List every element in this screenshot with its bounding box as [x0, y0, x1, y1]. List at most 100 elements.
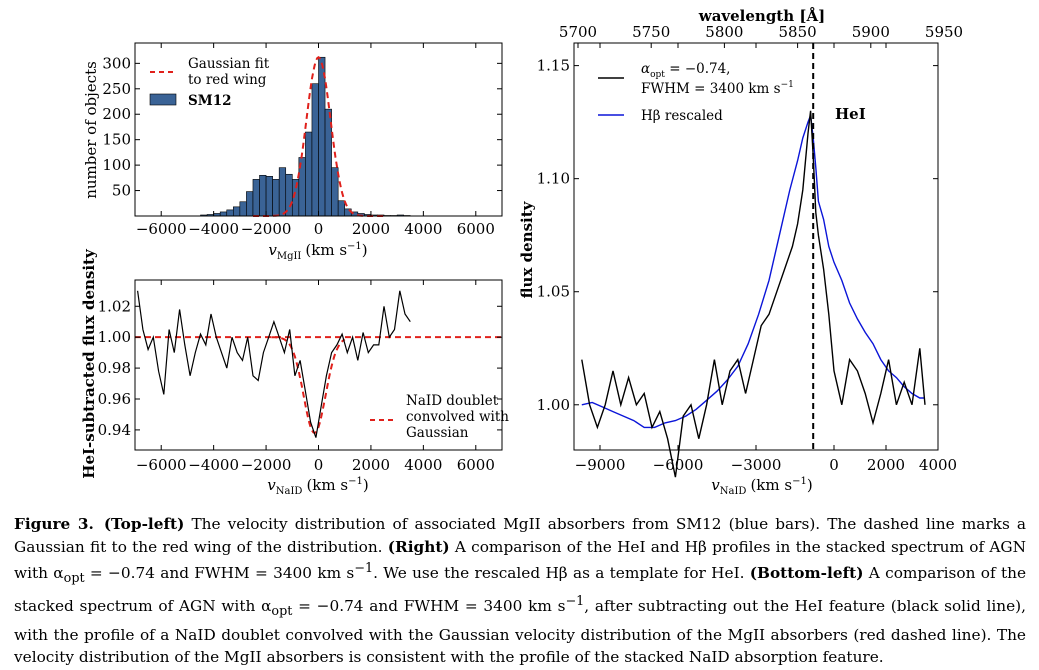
x-axis-label: vMgII (km s−1)	[268, 241, 367, 262]
x-tick-label: 0	[314, 220, 324, 238]
caption-right-tag: (Right)	[387, 537, 450, 556]
histogram-bar	[311, 83, 319, 217]
x-tick-label: 4000	[919, 456, 957, 474]
y-axis-label: number of objects	[82, 61, 100, 199]
caption-exp-3: −1	[565, 593, 585, 609]
figure-number: Figure 3.	[14, 515, 94, 533]
legend-alpha: αopt = −0.74,	[641, 61, 730, 80]
right-spectrum-panel: −9000 −6000 −3000 0 2000 4000 1.00 1.05 1.10 1.15…	[518, 7, 963, 497]
y-axis-label: HeI-subtracted flux density	[80, 248, 98, 479]
y-tick-label: 1.02	[98, 297, 131, 315]
top-x-tick-label: 5800	[705, 23, 743, 41]
x-axis-label: vNaID (km s−1)	[711, 476, 812, 497]
histogram-bar	[318, 56, 326, 217]
y-tick-label: 0.98	[98, 359, 131, 377]
legend-naid-line1: NaID doublet	[406, 393, 499, 409]
histogram-bar	[272, 179, 280, 217]
legend-hbeta: Hβ rescaled	[641, 108, 723, 124]
histogram-bar	[219, 211, 228, 217]
caption-text-3c: = −0.74 and FWHM = 3400 km s	[292, 597, 566, 616]
x-tick-label: −4000	[188, 456, 239, 474]
x-tick-label: 6000	[457, 456, 495, 474]
caption-exp-2: −1	[354, 561, 374, 577]
stacked-spectrum-line	[581, 110, 926, 478]
histogram-bar	[337, 200, 346, 217]
x-tick-label: −9000	[575, 456, 626, 474]
top-x-tick-label: 5950	[925, 23, 963, 41]
top-left-histogram-panel: −6000 −4000 −2000 0 2000 4000 6000 50 100 150 200 2…	[82, 42, 503, 262]
y-tick-label: 150	[102, 131, 131, 149]
x-tick-label: 4000	[404, 456, 442, 474]
histogram-bar	[305, 131, 313, 217]
legend-bar-swatch	[149, 93, 177, 106]
legend-gaussian-line2: to red wing	[188, 72, 267, 88]
x-tick-label: −2000	[241, 456, 292, 474]
y-axis-label: flux density	[518, 200, 536, 298]
caption-sub-2: opt	[63, 571, 85, 587]
axis-ticks: −6000 −4000 −2000 0 2000 4000 6000 50 100 150 200 2…	[102, 43, 502, 238]
histogram-bar	[265, 176, 273, 217]
y-tick-label: 300	[102, 54, 131, 72]
x-tick-label: 2000	[352, 220, 390, 238]
plot-frame	[573, 42, 939, 451]
histogram-bar	[239, 201, 247, 217]
histogram-bar	[331, 167, 339, 217]
caption-text-2c: = −0.74 and FWHM = 3400 km s	[84, 564, 355, 583]
naid-model-dip	[271, 336, 346, 435]
legend-naid-line2: convolved with	[406, 409, 509, 425]
caption-sub-3: opt	[271, 604, 293, 620]
caption-text-2d: . We use the rescaled Hβ as a template f…	[373, 564, 750, 583]
top-x-tick-label: 5850	[779, 23, 817, 41]
top-x-axis-label: wavelength [Å]	[698, 7, 825, 25]
top-x-tick-label: 5700	[559, 23, 597, 41]
x-tick-label: 2000	[352, 456, 390, 474]
y-tick-label: 1.00	[98, 328, 131, 346]
histogram-bar	[226, 209, 234, 217]
y-tick-label: 50	[112, 182, 131, 200]
histogram-bar	[252, 179, 260, 217]
legend-naid-line3: Gaussian	[406, 425, 469, 441]
y-tick-label: 100	[102, 156, 131, 174]
axis-ticks: −6000 −4000 −2000 0 2000 4000 6000 0.94 0.96 0.98…	[98, 280, 502, 474]
x-tick-label: 4000	[404, 220, 442, 238]
x-tick-label: 0	[314, 456, 324, 474]
histogram-bars	[200, 56, 411, 217]
hbeta-rescaled-line	[581, 115, 925, 429]
x-tick-label: −2000	[241, 220, 292, 238]
x-tick-label: −6000	[136, 456, 187, 474]
y-tick-label: 0.96	[98, 390, 131, 408]
y-tick-label: 200	[102, 105, 131, 123]
x-tick-label: 0	[829, 456, 839, 474]
histogram-bar	[246, 191, 254, 217]
caption-text-3: A comparison of the stacked spectrum of …	[14, 564, 1026, 616]
bottom-left-spectrum-panel: −6000 −4000 −2000 0 2000 4000 6000 0.94 0.96 0.98…	[80, 248, 509, 497]
y-tick-label: 1.10	[537, 170, 570, 188]
top-x-tick-label: 5900	[852, 23, 890, 41]
x-tick-label: −3000	[731, 456, 782, 474]
legend-fwhm: FWHM = 3400 km s−1	[641, 80, 794, 97]
y-tick-label: 1.00	[537, 396, 570, 414]
y-tick-label: 250	[102, 80, 131, 98]
legend-sm12: SM12	[188, 93, 231, 109]
x-tick-label: −6000	[653, 456, 704, 474]
x-tick-label: 6000	[457, 220, 495, 238]
axis-ticks: −9000 −6000 −3000 0 2000 4000 1.00 1.05 1.10 1.15…	[537, 23, 964, 474]
histogram-bar	[285, 173, 293, 217]
histogram-bar	[278, 167, 287, 217]
top-x-tick-label: 5750	[632, 23, 670, 41]
caption-topleft-tag: (Top-left)	[103, 515, 185, 533]
legend-gaussian-line1: Gaussian fit	[188, 56, 270, 72]
histogram-bar	[259, 174, 267, 217]
heI-annotation: HeI	[835, 105, 866, 123]
x-tick-label: −6000	[136, 220, 187, 238]
caption-text-3d: , after subtracting out the HeI feature …	[14, 597, 1026, 667]
histogram-bar	[233, 206, 241, 217]
x-tick-label: 2000	[867, 456, 905, 474]
y-tick-label: 1.15	[537, 57, 570, 75]
x-axis-label: vNaID (km s−1)	[267, 476, 368, 497]
figure-canvas: −6000 −4000 −2000 0 2000 4000 6000501001502002…	[80, 7, 963, 497]
caption-bottomleft-tag: (Bottom-left)	[749, 564, 864, 583]
caption-text-1: The velocity distribution of associated …	[14, 515, 1027, 556]
heI-subtracted-spectrum	[137, 290, 411, 438]
y-tick-label: 1.05	[537, 283, 570, 301]
